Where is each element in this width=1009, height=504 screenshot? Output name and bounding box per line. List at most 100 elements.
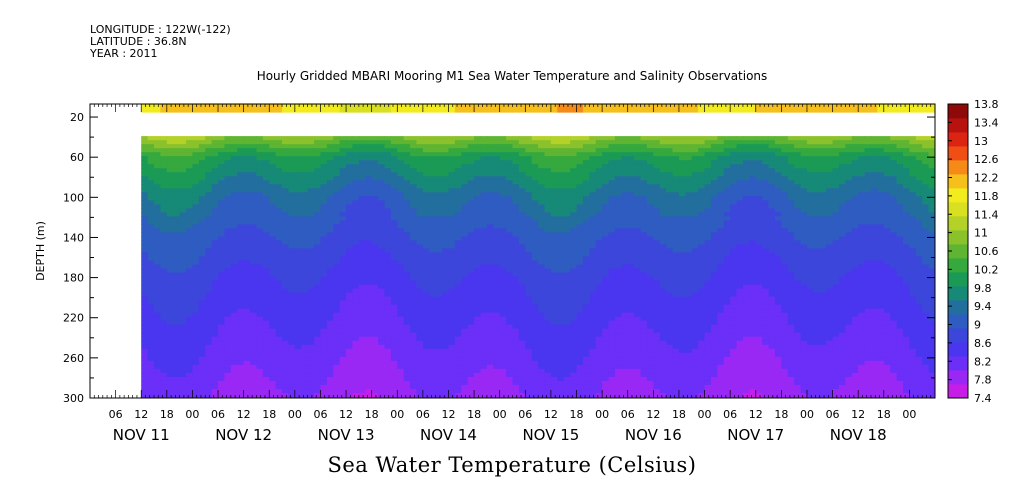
heatmap-cell (422, 136, 430, 141)
heatmap-cell (339, 104, 347, 109)
heatmap-cell (307, 152, 315, 157)
heatmap-cell (602, 140, 610, 145)
heatmap-cell (538, 356, 546, 362)
heatmap-cell (352, 224, 360, 230)
heatmap-cell (371, 280, 379, 286)
heatmap-cell (141, 392, 149, 398)
heatmap-cell (307, 244, 315, 250)
heatmap-cell (243, 352, 251, 358)
heatmap-cell (320, 308, 328, 314)
heatmap-cell (173, 184, 181, 189)
heatmap-cell (442, 164, 450, 169)
heatmap-cell (595, 324, 603, 330)
heatmap-cell (326, 364, 334, 370)
heatmap-cell (518, 384, 526, 390)
heatmap-cell (160, 352, 168, 358)
heatmap-cell (422, 292, 430, 298)
heatmap-cell (224, 284, 232, 290)
heatmap-cell (595, 284, 603, 290)
heatmap-cell (256, 232, 264, 238)
heatmap-cell (358, 248, 366, 254)
heatmap-cell (518, 268, 526, 274)
heatmap-cell (371, 208, 379, 213)
heatmap-cell (512, 272, 520, 278)
heatmap-cell (198, 104, 206, 109)
heatmap-cell (288, 376, 296, 382)
heatmap-cell (147, 336, 155, 342)
heatmap-cell (506, 376, 514, 382)
heatmap-cell (301, 368, 309, 374)
heatmap-cell (538, 260, 546, 266)
heatmap-cell (506, 108, 514, 113)
heatmap-cell (262, 160, 270, 165)
heatmap-cell (358, 260, 366, 266)
heatmap-cell (230, 304, 238, 310)
heatmap-cell (582, 220, 590, 226)
heatmap-cell (435, 380, 443, 386)
heatmap-cell (525, 284, 533, 290)
heatmap-cell (576, 168, 584, 173)
heatmap-cell (243, 160, 251, 165)
heatmap-cell (301, 332, 309, 338)
heatmap-cell (435, 272, 443, 278)
heatmap-cell (307, 168, 315, 173)
heatmap-cell (397, 156, 405, 161)
heatmap-cell (448, 104, 456, 109)
heatmap-cell (435, 364, 443, 370)
heatmap-cell (467, 300, 475, 306)
heatmap-cell (506, 320, 514, 326)
heatmap-cell (435, 168, 443, 173)
heatmap-cell (275, 304, 283, 310)
heatmap-cell (320, 196, 328, 201)
heatmap-cell (506, 144, 514, 149)
heatmap-cell (333, 292, 341, 298)
heatmap-cell (557, 176, 565, 181)
heatmap-cell (582, 312, 590, 318)
heatmap-cell (211, 176, 219, 181)
heatmap-cell (499, 172, 507, 177)
heatmap-cell (352, 300, 360, 306)
heatmap-cell (557, 360, 565, 366)
heatmap-cell (410, 360, 418, 366)
heatmap-cell (333, 368, 341, 374)
heatmap-cell (262, 144, 270, 149)
heatmap-cell (256, 172, 264, 177)
heatmap-cell (320, 384, 328, 390)
heatmap-cell (538, 152, 546, 157)
heatmap-cell (531, 356, 539, 362)
heatmap-cell (307, 352, 315, 358)
heatmap-cell (429, 328, 437, 334)
heatmap-cell (506, 296, 514, 302)
heatmap-cell (531, 316, 539, 322)
heatmap-cell (198, 288, 206, 294)
heatmap-cell (557, 376, 565, 382)
heatmap-cell (211, 208, 219, 213)
heatmap-cell (294, 280, 302, 286)
heatmap-cell (486, 224, 494, 230)
heatmap-cell (422, 300, 430, 306)
heatmap-cell (371, 388, 379, 394)
heatmap-cell (186, 180, 194, 185)
heatmap-cell (256, 240, 264, 246)
heatmap-cell (141, 136, 149, 141)
heatmap-cell (563, 348, 571, 354)
heatmap-cell (371, 168, 379, 173)
heatmap-cell (563, 228, 571, 234)
heatmap-cell (320, 284, 328, 290)
heatmap-cell (243, 308, 251, 314)
heatmap-cell (371, 312, 379, 318)
heatmap-cell (384, 324, 392, 330)
heatmap-cell (262, 220, 270, 226)
heatmap-cell (525, 224, 533, 230)
heatmap-cell (506, 156, 514, 161)
heatmap-cell (320, 212, 328, 217)
heatmap-cell (384, 248, 392, 254)
heatmap-cell (589, 288, 597, 294)
heatmap-cell (416, 368, 424, 374)
heatmap-cell (570, 384, 578, 390)
heatmap-cell (262, 272, 270, 278)
heatmap-cell (608, 192, 616, 197)
heatmap-cell (461, 272, 469, 278)
heatmap-cell (480, 268, 488, 274)
heatmap-cell (243, 304, 251, 310)
